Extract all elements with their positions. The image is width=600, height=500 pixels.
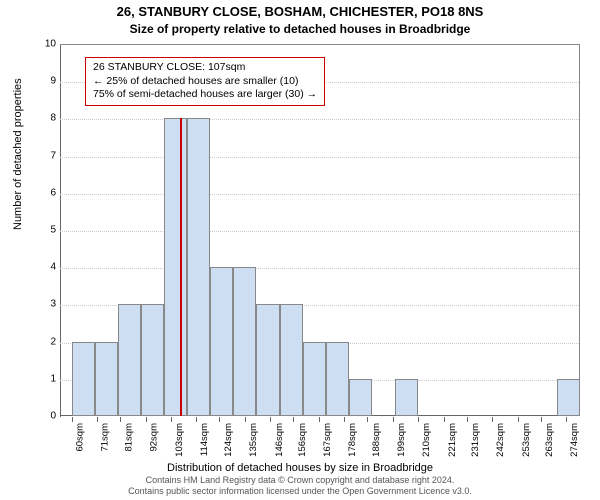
x-tick-mark [319,417,320,422]
histogram-bar [303,342,326,416]
y-tick-label: 5 [50,225,56,236]
x-tick-mark [344,417,345,422]
x-tick-label: 263sqm [544,423,555,457]
x-tick-mark [444,417,445,422]
y-tick-label: 4 [50,262,56,273]
x-tick-mark [566,417,567,422]
x-axis-label: Distribution of detached houses by size … [0,462,600,474]
footer-line1: Contains HM Land Registry data © Crown c… [0,475,600,487]
y-tick-label: 9 [50,76,56,87]
histogram-bar [164,118,187,416]
histogram-bar [118,304,141,416]
info-line2: ← 25% of detached houses are smaller (10… [93,75,317,89]
y-tick-label: 10 [45,39,56,50]
x-tick-mark [492,417,493,422]
x-tick-label: 274sqm [569,423,580,457]
info-box: 26 STANBURY CLOSE: 107sqm← 25% of detach… [85,57,325,106]
y-tick-label: 3 [50,299,56,310]
x-tick-label: 178sqm [347,423,358,457]
x-tick-mark [467,417,468,422]
x-tick-label: 231sqm [470,423,481,457]
chart-area: 60sqm71sqm81sqm92sqm103sqm114sqm124sqm13… [60,44,580,416]
x-tick-label: 242sqm [495,423,506,457]
x-tick-mark [97,417,98,422]
gridline [60,268,579,269]
gridline [60,194,579,195]
x-tick-mark [245,417,246,422]
x-tick-mark [196,417,197,422]
x-tick-label: 156sqm [296,423,307,457]
x-tick-mark [171,417,172,422]
x-tick-label: 199sqm [396,423,407,457]
footer: Contains HM Land Registry data © Crown c… [0,475,600,498]
y-tick-label: 1 [50,373,56,384]
chart-container: 26, STANBURY CLOSE, BOSHAM, CHICHESTER, … [0,0,600,500]
x-tick-label: 135sqm [248,423,259,457]
x-tick-label: 71sqm [100,423,111,452]
y-tick-label: 7 [50,150,56,161]
histogram-bar [233,267,256,416]
title-sub: Size of property relative to detached ho… [0,22,600,36]
histogram-bar [72,342,95,416]
y-tick-label: 0 [50,411,56,422]
x-tick-mark [541,417,542,422]
x-tick-label: 81sqm [123,423,134,452]
histogram-bar [141,304,164,416]
x-tick-mark [393,417,394,422]
histogram-bar [95,342,118,416]
histogram-bar [256,304,279,416]
footer-line2: Contains public sector information licen… [0,486,600,498]
histogram-bar [349,379,372,416]
x-tick-mark [270,417,271,422]
histogram-bar [557,379,580,416]
marker-line [180,118,182,416]
x-tick-label: 210sqm [421,423,432,457]
x-tick-mark [146,417,147,422]
x-tick-mark [518,417,519,422]
x-tick-label: 103sqm [174,423,185,457]
info-line3: 75% of semi-detached houses are larger (… [93,88,317,102]
y-tick-label: 8 [50,113,56,124]
x-tick-mark [72,417,73,422]
x-tick-label: 221sqm [447,423,458,457]
y-axis-label: Number of detached properties [12,78,24,230]
histogram-bar [326,342,349,416]
x-tick-mark [120,417,121,422]
x-tick-label: 60sqm [75,423,86,452]
histogram-bar [210,267,233,416]
x-tick-label: 124sqm [222,423,233,457]
histogram-bar [395,379,418,416]
gridline [60,157,579,158]
x-tick-label: 92sqm [149,423,160,452]
x-tick-mark [219,417,220,422]
x-tick-label: 146sqm [273,423,284,457]
title-main: 26, STANBURY CLOSE, BOSHAM, CHICHESTER, … [0,4,600,19]
x-tick-label: 253sqm [521,423,532,457]
gridline [60,119,579,120]
x-tick-mark [418,417,419,422]
x-tick-label: 114sqm [199,423,210,456]
histogram-bar [280,304,303,416]
x-tick-label: 167sqm [322,423,333,457]
x-tick-mark [367,417,368,422]
x-tick-label: 188sqm [370,423,381,457]
y-tick-label: 6 [50,187,56,198]
y-tick-label: 2 [50,336,56,347]
info-line1: 26 STANBURY CLOSE: 107sqm [93,61,317,75]
gridline [60,231,579,232]
x-tick-mark [293,417,294,422]
histogram-bar [187,118,210,416]
